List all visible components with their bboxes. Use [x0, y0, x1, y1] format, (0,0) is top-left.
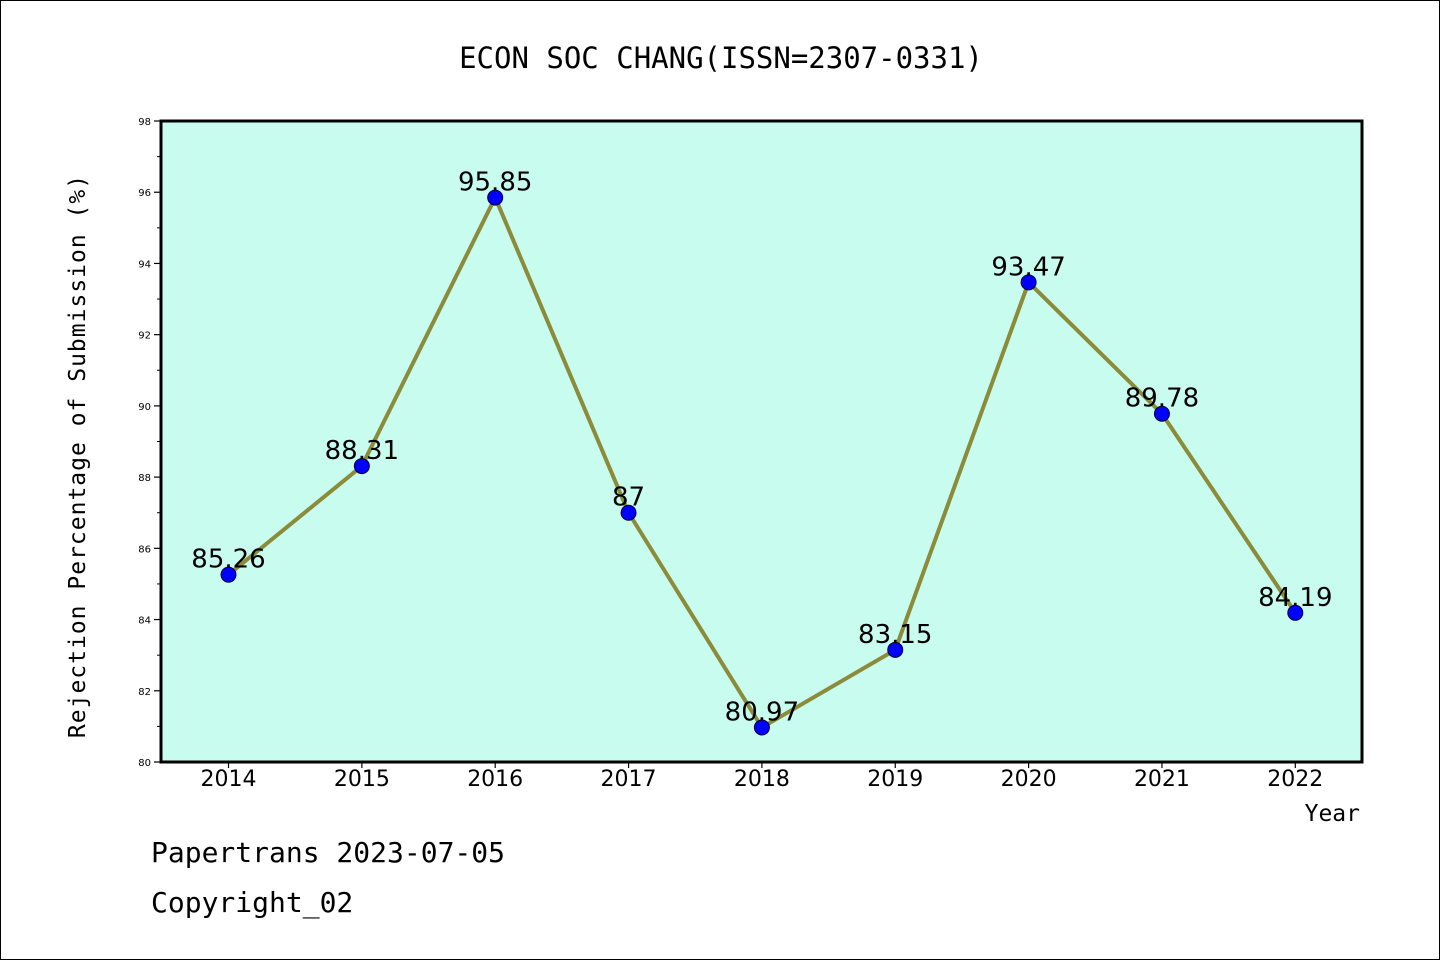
x-tick-label: 2021 — [1134, 767, 1190, 792]
y-axis-label: Rejection Percentage of Submission (%) — [65, 174, 91, 738]
x-tick-label: 2020 — [1001, 767, 1057, 792]
y-tick-label: 98 — [138, 117, 151, 128]
data-point — [1153, 405, 1170, 422]
y-axis: 80 82 84 86 88 90 92 94 96 98 — [138, 117, 161, 769]
y-tick-label: 86 — [138, 544, 151, 555]
y-tick-label: 84 — [138, 616, 151, 627]
data-label: 95.85 — [458, 168, 532, 198]
data-label: 89.78 — [1125, 384, 1199, 414]
y-tick-label: 82 — [138, 687, 151, 698]
data-label: 85.26 — [191, 545, 265, 575]
data-point — [620, 504, 637, 521]
y-tick-label: 94 — [138, 259, 151, 270]
data-point — [1020, 274, 1037, 291]
data-point — [1287, 604, 1304, 621]
x-axis: 2014 2015 2016 2017 2018 2019 2020 2021 2022 — [201, 762, 1323, 792]
plot-area — [159, 119, 1364, 764]
x-tick-label: 2018 — [734, 767, 790, 792]
x-tick-label: 2014 — [201, 767, 257, 792]
x-tick-label: 2017 — [601, 767, 657, 792]
data-label: 80.97 — [725, 697, 799, 727]
data-label: 83.15 — [858, 620, 932, 650]
footer-date: Papertrans 2023-07-05 — [151, 836, 506, 869]
data-label: 87 — [612, 483, 645, 513]
y-tick-label: 80 — [138, 758, 151, 769]
data-point — [220, 566, 237, 583]
data-point — [487, 189, 504, 206]
data-label: 84.19 — [1258, 583, 1332, 613]
y-tick-label: 90 — [138, 402, 151, 413]
data-point — [753, 719, 770, 736]
series-group: 85.26 88.31 95.85 87 80.97 83.15 93.47 89.78 84.… — [191, 168, 1333, 736]
data-label: 93.47 — [991, 252, 1065, 282]
x-axis-label: Year — [1305, 801, 1360, 827]
footer-copyright: Copyright_02 — [151, 886, 354, 919]
chart-title: ECON SOC CHANG(ISSN=2307-0331) — [459, 41, 983, 75]
data-point — [887, 641, 904, 658]
y-tick-label: 88 — [138, 473, 151, 484]
y-tick-label: 96 — [138, 188, 151, 199]
x-tick-label: 2022 — [1267, 767, 1323, 792]
x-tick-label: 2019 — [867, 767, 923, 792]
data-point — [353, 458, 370, 475]
y-tick-label: 92 — [138, 331, 151, 342]
x-tick-label: 2016 — [467, 767, 523, 792]
data-label: 88.31 — [325, 436, 399, 466]
x-tick-label: 2015 — [334, 767, 390, 792]
